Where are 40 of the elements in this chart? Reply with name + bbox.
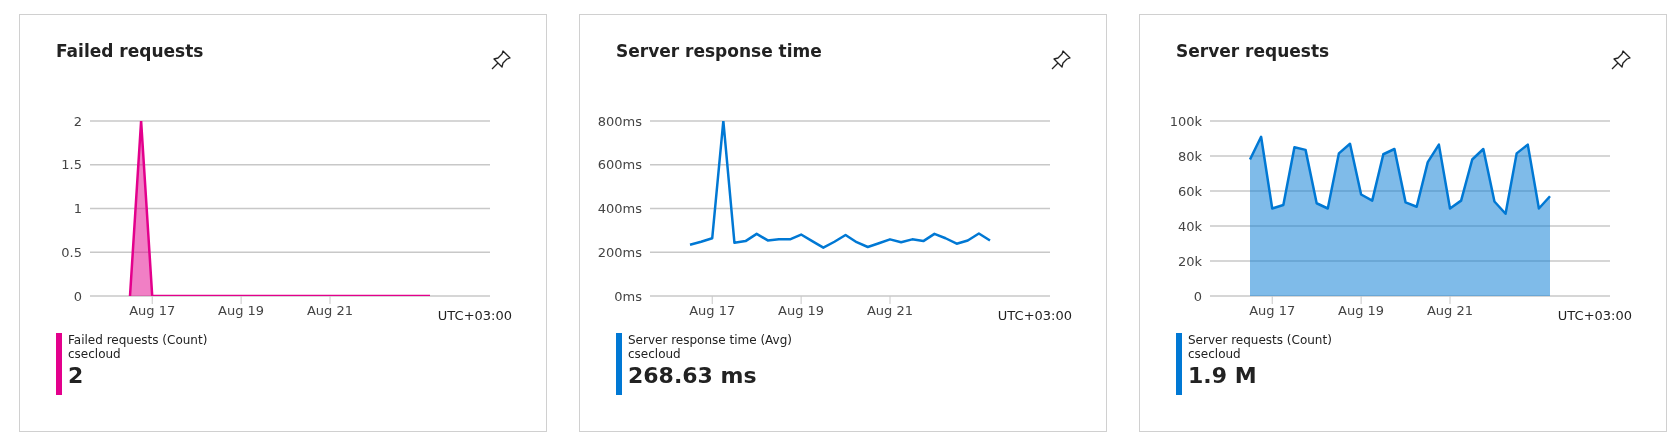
text: Failed requests (Count) <box>68 333 208 347</box>
y-tick-label: 400ms <box>597 201 643 217</box>
chart-title: Failed requests <box>56 41 204 61</box>
y-tick-label: 40k <box>1177 218 1203 234</box>
y-tick-label: 2 <box>73 113 82 129</box>
line-series <box>688 121 992 249</box>
y-tick-label: 0.5 <box>61 244 82 260</box>
y-tick-label: 0ms <box>614 288 643 304</box>
text: Server requests (Count) <box>1188 333 1332 347</box>
text: csecloud <box>68 347 122 361</box>
y-tick-label: 1.5 <box>61 157 82 173</box>
x-tick-label: Aug 17 <box>129 303 176 319</box>
x-axis-title: UTC+03:00 <box>1557 308 1632 323</box>
chart-title: Server requests <box>1176 41 1330 61</box>
x-axis-title: UTC+03:00 <box>437 308 512 323</box>
text: 1.9 M <box>1188 363 1258 388</box>
x-tick-label: Aug 21 <box>306 303 354 319</box>
y-tick-label: 600ms <box>597 157 643 173</box>
text: csecloud <box>628 347 682 361</box>
y-tick-label: 60k <box>1177 183 1203 199</box>
y-tick-label: 100k <box>1169 113 1203 129</box>
chart-title: Server response time <box>616 41 822 61</box>
y-tick-label: 20k <box>1177 253 1203 269</box>
x-tick-label: Aug 21 <box>866 303 914 319</box>
x-tick-label: Aug 19 <box>1338 303 1385 319</box>
y-tick-label: 200ms <box>597 244 643 260</box>
text: csecloud <box>1188 347 1242 361</box>
x-tick-label: Aug 17 <box>1249 303 1296 319</box>
x-tick-label: Aug 19 <box>218 303 265 319</box>
y-tick-label: 800ms <box>597 113 643 129</box>
x-axis-title: UTC+03:00 <box>997 308 1072 323</box>
x-tick-label: Aug 17 <box>689 303 736 319</box>
text: 268.63 ms <box>628 363 758 388</box>
x-tick-label: Aug 19 <box>778 303 825 319</box>
y-tick-label: 80k <box>1177 148 1203 164</box>
y-tick-label: 0 <box>73 288 82 304</box>
text: Server response time (Avg) <box>628 333 792 347</box>
x-tick-label: Aug 21 <box>1426 303 1474 319</box>
y-tick-label: 1 <box>73 201 82 217</box>
y-tick-label: 0 <box>1193 288 1202 304</box>
